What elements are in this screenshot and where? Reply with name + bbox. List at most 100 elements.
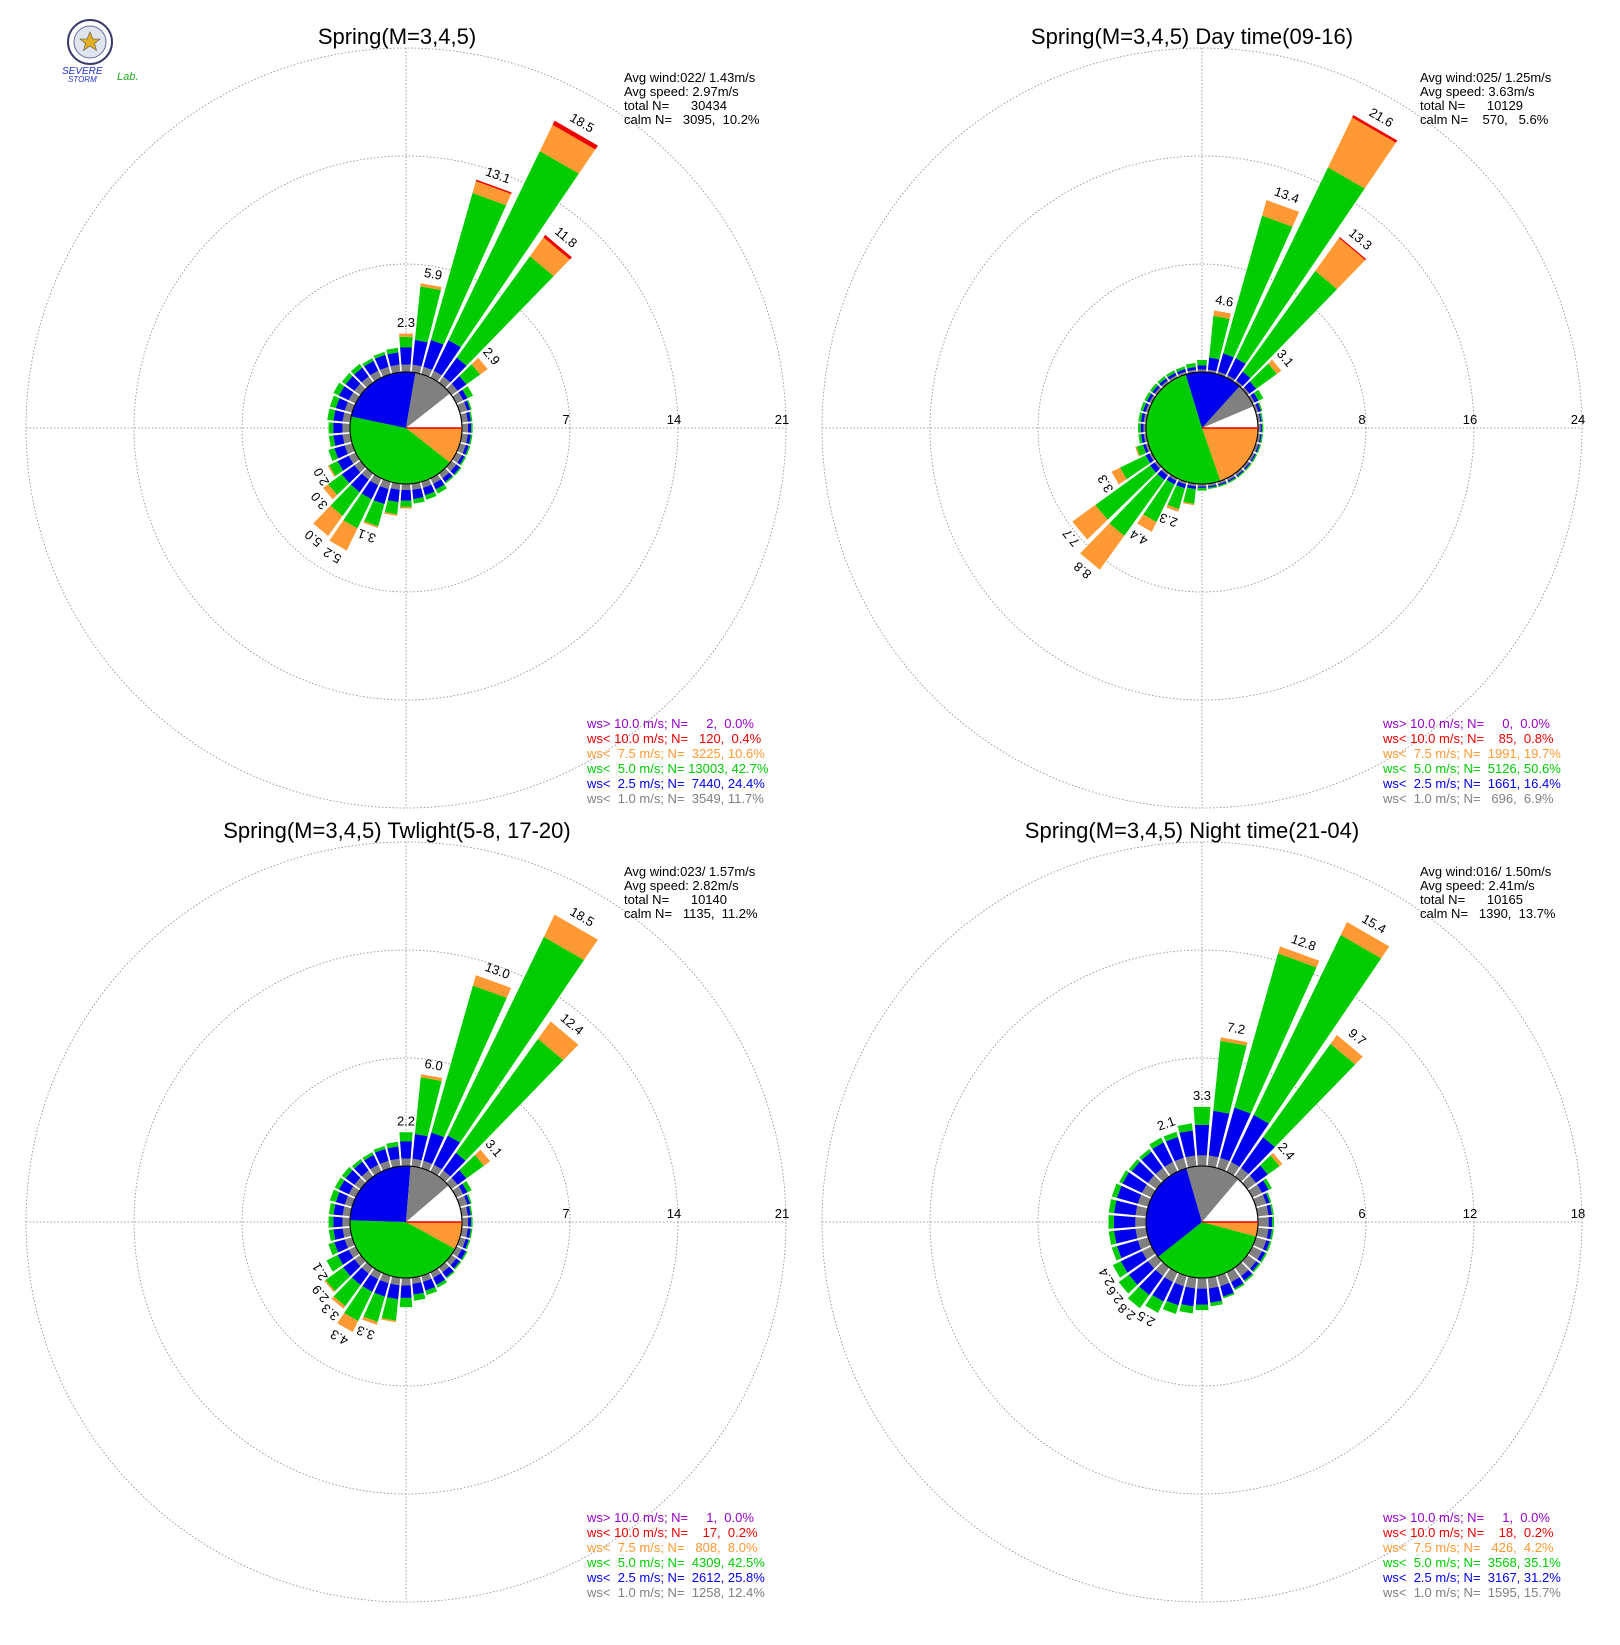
petal-segment — [333, 382, 345, 396]
petal-segment — [422, 1278, 436, 1291]
petal-segment — [1340, 922, 1390, 959]
petal-segment — [1122, 1172, 1147, 1193]
petal-segment — [374, 1280, 389, 1297]
petal-segment — [1197, 365, 1207, 370]
calm-pie-slice — [406, 1222, 462, 1249]
petal-segment — [329, 520, 358, 551]
petal-segment — [379, 479, 391, 490]
petal-segment — [325, 1267, 351, 1292]
legend-entry: ws< 1.0 m/s; N= 696, 6.9% — [1382, 791, 1554, 806]
calm-pie-slice — [1186, 1165, 1239, 1222]
calm-pie-slice — [1158, 1222, 1257, 1279]
legend-entry: ws< 5.0 m/s; N= 3568, 35.1% — [1382, 1555, 1561, 1570]
petal-segment — [1161, 380, 1170, 388]
petal-segment — [400, 490, 412, 501]
petal-segment — [1278, 946, 1320, 968]
petal-segment — [1185, 362, 1196, 369]
logo-text-lab: Lab. — [117, 71, 138, 83]
petal-segment — [399, 1132, 413, 1142]
petal-segment — [363, 521, 379, 528]
petal-segment — [466, 411, 471, 422]
petal-segment — [1228, 477, 1237, 484]
petal-segment — [341, 372, 353, 385]
petal-segment — [1150, 383, 1158, 393]
petal-segment — [1248, 395, 1255, 404]
petal-segment — [1242, 460, 1250, 469]
petal-segment — [445, 1270, 455, 1279]
petal-segment — [328, 1216, 334, 1228]
petal-segment — [472, 181, 512, 206]
petal-segment — [386, 1141, 399, 1149]
stats-line: Avg speed: 3.63m/s — [1420, 84, 1535, 99]
petal-segment — [1140, 401, 1146, 412]
petal-segment — [1207, 1276, 1219, 1289]
petal-segment — [1253, 1237, 1267, 1250]
petal-segment — [1179, 1130, 1196, 1158]
petal-segment — [443, 357, 467, 383]
petal-segment — [1138, 434, 1143, 444]
petal-segment — [438, 1262, 450, 1273]
petal-segment — [1217, 371, 1227, 377]
ring-label: 24 — [1571, 412, 1585, 427]
petal-segment — [333, 410, 345, 422]
petal-segment — [1143, 479, 1175, 523]
petal-value-label: 8.8 — [1071, 559, 1094, 582]
ring-label: 21 — [775, 1206, 789, 1221]
petal-segment — [445, 475, 454, 484]
calm-pie-slice — [350, 1166, 411, 1222]
petal-segment — [1253, 934, 1382, 1124]
petal-segment — [400, 1141, 412, 1159]
petal-segment — [469, 1205, 473, 1216]
petal-segment — [1194, 1124, 1210, 1156]
petal-segment — [1174, 1157, 1187, 1171]
petal-segment — [1263, 1043, 1356, 1148]
petal-segment — [1248, 1246, 1263, 1260]
petal-segment — [1253, 1194, 1267, 1207]
legend-entry: ws> 10.0 m/s; N= 0, 0.0% — [1382, 716, 1550, 731]
petal-segment — [329, 461, 344, 476]
petal-segment — [450, 1258, 461, 1269]
petal-segment — [1165, 1136, 1184, 1162]
petal-segment — [1141, 1151, 1163, 1175]
petal-segment — [341, 1166, 353, 1179]
petal-segment — [1159, 378, 1168, 386]
petal-segment — [361, 480, 379, 500]
windrose-panel: 6 12 183.37.212.815.49.72.42.52.82.62.42.1… — [821, 818, 1585, 1603]
petal-segment — [1227, 476, 1236, 483]
calm-pie-slice — [349, 1220, 456, 1279]
petal-segment — [344, 401, 355, 413]
petal-segment — [1109, 473, 1165, 536]
petal-segment — [342, 423, 351, 433]
legend-entry: ws< 7.5 m/s; N= 808, 8.0% — [586, 1540, 758, 1555]
petal-segment — [1260, 434, 1264, 444]
legend-entry: ws< 1.0 m/s; N= 1258, 12.4% — [586, 1585, 765, 1600]
calm-pie-slice — [1185, 372, 1240, 428]
petal-segment — [362, 1152, 374, 1161]
petal-segment — [1207, 1155, 1219, 1168]
petal-segment — [1141, 1184, 1156, 1198]
petal-segment — [1166, 476, 1177, 485]
petal-segment — [335, 1192, 348, 1205]
stats-line: Avg speed: 2.82m/s — [624, 878, 739, 893]
petal-segment — [1237, 471, 1245, 478]
petal-segment — [379, 1160, 391, 1171]
petal-segment — [471, 1217, 473, 1227]
petal-segment — [1139, 1269, 1163, 1296]
petal-segment — [1227, 358, 1246, 380]
petal-segment — [1223, 1292, 1235, 1299]
petal-segment — [387, 1146, 400, 1161]
petal-segment — [552, 120, 598, 150]
petal-segment — [1213, 1040, 1247, 1114]
petal-segment — [420, 283, 442, 290]
panel-title: Spring(M=3,4,5) Night time(21-04) — [1025, 818, 1359, 843]
panel-title: Spring(M=3,4,5) Day time(09-16) — [1031, 24, 1353, 49]
petal-segment — [465, 445, 471, 456]
petal-segment — [1166, 1282, 1184, 1306]
petal-segment — [1328, 117, 1396, 189]
petal-segment — [363, 1292, 385, 1322]
petal-segment — [475, 179, 512, 194]
petal-segment — [1149, 1137, 1164, 1149]
petal-segment — [1176, 481, 1187, 489]
petal-segment — [442, 472, 453, 483]
